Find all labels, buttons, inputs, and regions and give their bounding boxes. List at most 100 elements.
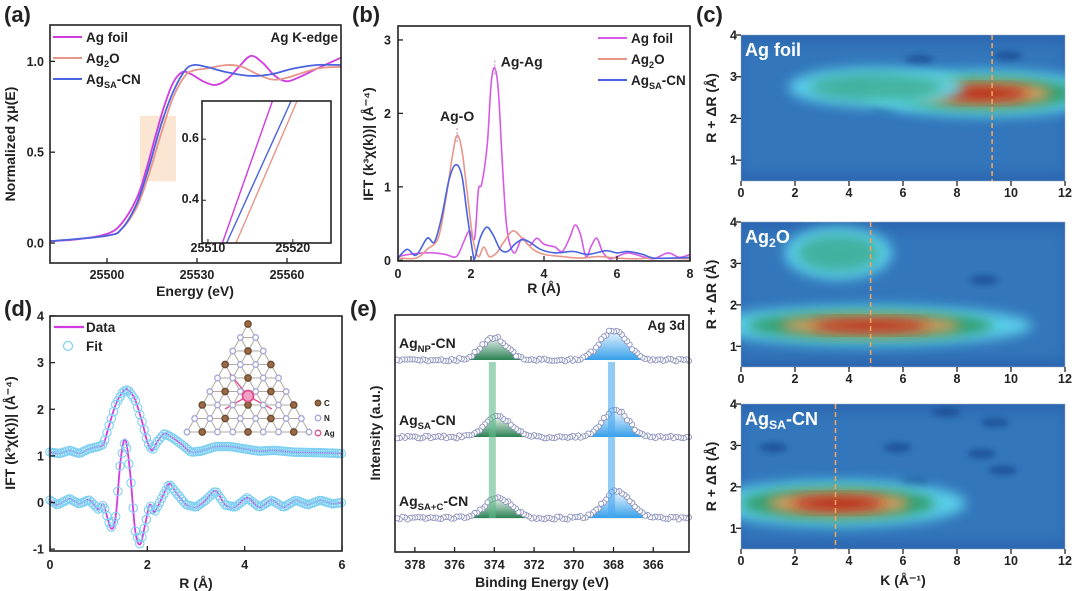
y-tick-label: 2 (730, 480, 737, 494)
y-tick-label: 3 (730, 70, 737, 84)
label-base: Ag (745, 409, 769, 429)
label-tail: O (109, 51, 120, 66)
x-tick-label: 0 (738, 554, 745, 568)
x-tick-label: 6 (339, 558, 346, 572)
label-base: Ag foil (631, 31, 673, 46)
hotspot-max (812, 319, 929, 332)
label-base: Ag (86, 72, 104, 87)
map-title: Ag2O (745, 227, 790, 250)
label-tail: -CN (662, 73, 686, 88)
inset-frame (201, 100, 332, 244)
fit-point (132, 532, 143, 543)
nitrogen-atom (275, 428, 282, 436)
series-line (397, 134, 691, 260)
map-low-spot (970, 275, 998, 285)
map-title: AgSA-CN (745, 409, 818, 432)
fit-point (126, 389, 136, 399)
x-tick-label: 12 (1058, 554, 1072, 568)
nitrogen-atom (259, 401, 267, 409)
map-low-spot (988, 465, 1017, 476)
nitrogen-atom (236, 415, 244, 422)
carbon-atom (289, 428, 298, 436)
label-subscript: SA (104, 80, 117, 90)
inset-x-tick-label: 25520 (275, 241, 310, 255)
fitted-peak (563, 409, 668, 438)
map-low-spot (759, 442, 788, 453)
label-base: Ag (631, 73, 649, 88)
y-tick-label: 0.5 (27, 146, 44, 160)
inset-series-line (221, 100, 274, 244)
label-subscript: 2 (649, 60, 654, 70)
data-point (598, 336, 605, 343)
label-subscript: SA (418, 421, 431, 432)
x-tick-label: 2 (792, 372, 799, 386)
x-tick-label: 25530 (180, 268, 215, 282)
carbon-atom (267, 387, 275, 396)
inset-series-line (225, 100, 292, 244)
fit-point (80, 446, 90, 456)
nitrogen-atom (252, 361, 260, 368)
x-tick-label: 370 (563, 558, 584, 572)
hotspot-max (792, 496, 885, 510)
data-point (629, 346, 636, 353)
x-tick-label: 378 (404, 558, 425, 572)
data-point (631, 426, 638, 433)
label-tail: -CN (443, 493, 468, 509)
x-tick-label: 6 (900, 554, 907, 568)
fit-point (97, 439, 108, 450)
label-subscript: 2 (104, 59, 109, 69)
x-axis-label: K (Å⁻¹) (880, 572, 926, 588)
hotspot-mid (797, 234, 880, 272)
legend-label-fit: Fit (86, 339, 103, 354)
wavelet-map-0 (741, 35, 1065, 181)
structure-inset (183, 320, 313, 436)
fit-point (97, 501, 108, 511)
x-tick-label: 6 (614, 267, 621, 281)
y-tick-label: 1 (37, 449, 44, 463)
wavelet-map-1 (741, 222, 1065, 367)
nitrogen-atom (275, 401, 282, 409)
inset-y-tick-label: 0.4 (182, 192, 199, 206)
fit-point (240, 494, 250, 505)
label-base: Ag (631, 52, 649, 67)
y-tick-label: 0 (37, 496, 44, 510)
y-tick-label: 2 (37, 403, 44, 417)
y-tick-label: 2 (384, 107, 391, 121)
label-subscript: SA+C (418, 502, 444, 513)
fit-point (207, 489, 217, 499)
data-point (497, 338, 504, 345)
y-tick-label: 0.0 (27, 237, 44, 251)
data-point (621, 412, 628, 420)
fit-point (264, 496, 274, 507)
x-tick-label: 12 (1058, 372, 1072, 386)
label-base: Ag foil (86, 30, 128, 45)
x-axis-label: Energy (eV) (156, 283, 234, 299)
carbon-atom (221, 360, 229, 369)
x-tick-label: 2 (792, 554, 799, 568)
fit-point (141, 514, 152, 525)
spectrum-label: AgSA-CN (399, 412, 456, 432)
y-axis-label: R + ΔR (Å) (703, 73, 719, 143)
map-low-spot (980, 417, 1009, 428)
nitrogen-atom (275, 374, 282, 382)
x-tick-label: 12 (1058, 186, 1072, 200)
x-tick-label: 10 (1004, 554, 1018, 568)
label-subscript: 2 (769, 236, 776, 250)
annotation-ag-o: Ag-O (440, 108, 474, 124)
legend-label: AgSA-CN (86, 72, 141, 90)
nitrogen-atom (282, 415, 290, 422)
nitrogen-atom (252, 388, 260, 395)
nitrogen-atom (206, 388, 214, 395)
y-axis-label: Normalized χμ(E) (2, 87, 18, 202)
data-point (600, 414, 607, 421)
fitted-peak (442, 337, 546, 361)
fit-point (213, 490, 224, 501)
fitted-peak (446, 498, 550, 519)
y-tick-label: 1 (730, 154, 737, 168)
fit-point (113, 486, 123, 497)
label-tail: -CN (431, 412, 456, 428)
fitted-peak (565, 490, 670, 519)
y-tick-label: 3 (37, 356, 44, 370)
x-tick-label: 0 (738, 186, 745, 200)
legend-label: Ag2O (86, 51, 120, 69)
